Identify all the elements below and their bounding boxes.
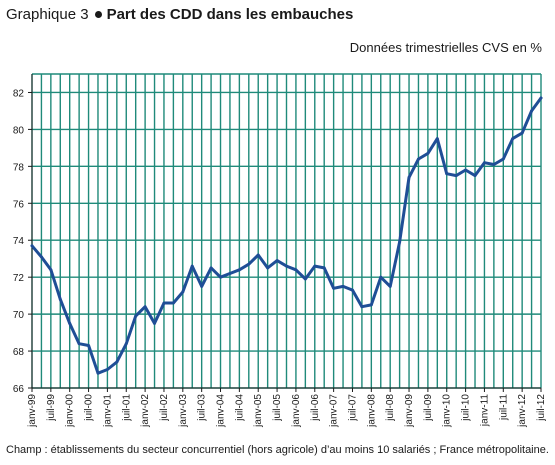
data-point (58, 297, 62, 301)
data-point (77, 342, 81, 346)
x-tick-label: janv-99 (27, 394, 38, 428)
data-point (501, 157, 505, 161)
data-point (520, 131, 524, 135)
data-point (407, 176, 411, 179)
y-tick-label: 74 (13, 236, 25, 247)
x-tick-label: janv-00 (65, 394, 76, 428)
data-point (341, 285, 345, 288)
data-point (153, 321, 156, 325)
data-point (266, 266, 270, 270)
x-tick-label: janv-12 (517, 394, 528, 428)
data-point (492, 163, 496, 166)
data-point (237, 268, 241, 272)
x-tick-label: juil-99 (46, 394, 57, 422)
data-point (332, 286, 336, 290)
x-tick-label: juil-12 (536, 394, 547, 422)
x-tick-label: juil-08 (385, 394, 396, 422)
data-point (322, 266, 326, 270)
data-point (464, 168, 467, 172)
y-tick-label: 72 (13, 273, 25, 284)
data-point (49, 268, 53, 272)
x-tick-label: juil-05 (272, 394, 283, 422)
data-point (426, 152, 430, 155)
data-point (360, 305, 364, 309)
x-tick-label: juil-04 (234, 394, 245, 422)
x-tick-label: juil-06 (310, 394, 321, 422)
x-tick-label: janv-01 (102, 394, 113, 428)
y-tick-label: 70 (13, 310, 25, 321)
data-point (190, 264, 194, 268)
data-point (96, 371, 100, 375)
data-point (275, 259, 279, 262)
data-point (388, 285, 392, 288)
data-point (530, 109, 533, 113)
data-point (511, 137, 515, 141)
data-point (369, 303, 373, 307)
y-tick-label: 66 (13, 384, 25, 395)
data-point (294, 268, 298, 272)
x-tick-label: juil-03 (197, 394, 208, 422)
data-point (445, 172, 449, 176)
footnote: Champ : établissements du secteur concur… (6, 444, 549, 456)
data-point (209, 266, 213, 270)
data-point (40, 255, 43, 259)
data-point (106, 368, 109, 371)
y-tick-label: 68 (13, 347, 25, 358)
x-tick-label: juil-10 (461, 394, 472, 422)
y-tick-label: 80 (13, 125, 25, 136)
data-point (256, 253, 260, 257)
x-tick-label: janv-02 (140, 394, 151, 428)
x-tick-label: janv-05 (253, 394, 264, 428)
y-tick-label: 82 (13, 88, 25, 99)
x-tick-label: janv-04 (216, 394, 227, 428)
data-point (351, 288, 354, 292)
x-tick-label: janv-10 (442, 394, 453, 428)
data-point (68, 321, 72, 325)
data-point (303, 277, 307, 281)
chart-title: Graphique 3 Part des CDD dans les embauch… (6, 6, 353, 23)
data-point (435, 137, 439, 141)
x-tick-label: juil-11 (498, 394, 509, 421)
chart-subtitle: Données trimestrielles CVS en % (349, 40, 542, 55)
x-tick-label: janv-03 (178, 394, 189, 428)
x-tick-label: juil-09 (423, 394, 434, 422)
x-tick-label: janv-06 (291, 394, 302, 428)
x-tick-label: juil-07 (347, 394, 358, 422)
data-point (143, 305, 147, 309)
data-point (115, 360, 119, 364)
line-chart: 66 68 70 72 74 76 78 80 82 janv-99 juil-99 janv-00 j… (13, 73, 547, 428)
data-point (539, 96, 543, 100)
x-tick-label: juil-02 (159, 394, 170, 422)
data-point (417, 157, 420, 161)
data-point (398, 240, 402, 244)
x-tick-label: janv-11 (479, 394, 490, 427)
data-point (134, 314, 138, 318)
data-point (30, 244, 34, 248)
data-point (162, 301, 166, 305)
data-point (124, 342, 128, 346)
x-tick-label: janv-08 (366, 394, 377, 428)
data-point (379, 275, 383, 279)
data-point (200, 285, 204, 288)
bullet-icon (94, 10, 102, 18)
data-point (219, 275, 222, 279)
x-tick-label: janv-09 (404, 394, 415, 428)
data-point (454, 174, 458, 177)
chart-title-text: Part des CDD dans les embauches (106, 6, 354, 23)
data-point (181, 290, 185, 294)
x-tick-label: janv-07 (329, 394, 340, 428)
data-point (171, 301, 175, 305)
data-point (285, 264, 288, 268)
x-tick-label: juil-01 (121, 394, 132, 422)
y-tick-label: 76 (13, 199, 25, 210)
x-tick-label: juil-00 (84, 394, 95, 422)
y-tick-label: 78 (13, 162, 25, 173)
data-point (228, 272, 232, 275)
data-point (483, 161, 486, 165)
data-point (313, 264, 317, 268)
data-point (473, 174, 477, 177)
data-point (247, 262, 251, 266)
chart-number: Graphique 3 (6, 6, 89, 23)
data-point (87, 344, 90, 347)
